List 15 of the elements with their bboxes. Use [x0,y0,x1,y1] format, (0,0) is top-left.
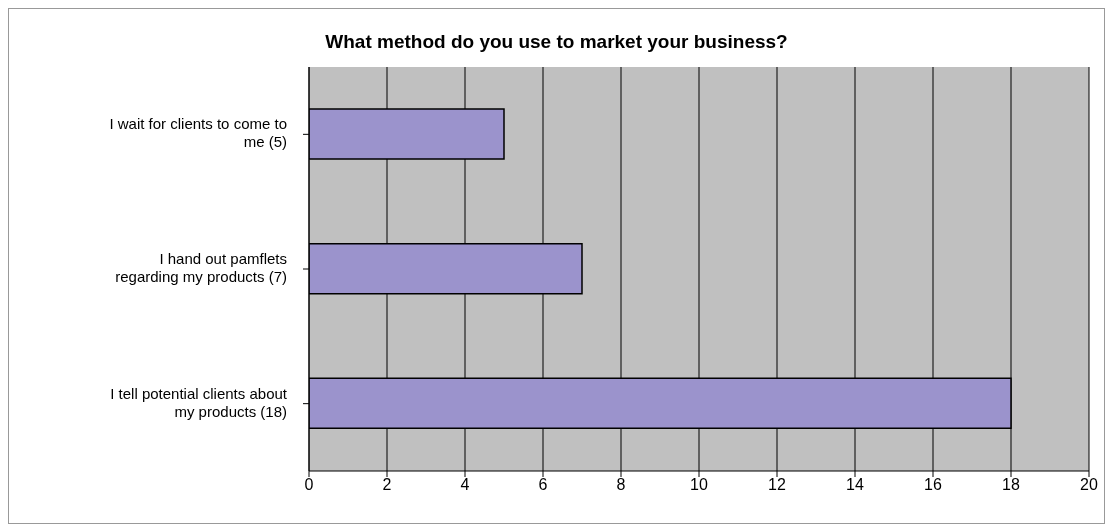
x-tick-label: 14 [846,476,864,494]
x-tick-label: 6 [538,476,548,494]
x-tick-label: 12 [768,476,786,494]
x-tick-label: 16 [924,476,942,494]
x-tick-label: 18 [1002,476,1020,494]
y-tick-label: I tell potential clients about my products (18) [110,384,288,420]
x-tick-label: 8 [616,476,626,494]
y-tick-label: I wait for clients to come to me (5) [109,115,287,151]
chart-title: What method do you use to market your business? [324,31,789,54]
y-tick-label: I hand out pamflets regarding my products (7) [115,249,287,285]
x-tick-label: 10 [690,476,708,494]
x-tick-label: 20 [1080,476,1098,494]
x-tick-label: 0 [304,476,314,494]
x-tick-label: 2 [382,476,392,494]
x-tick-label: 4 [460,476,470,494]
